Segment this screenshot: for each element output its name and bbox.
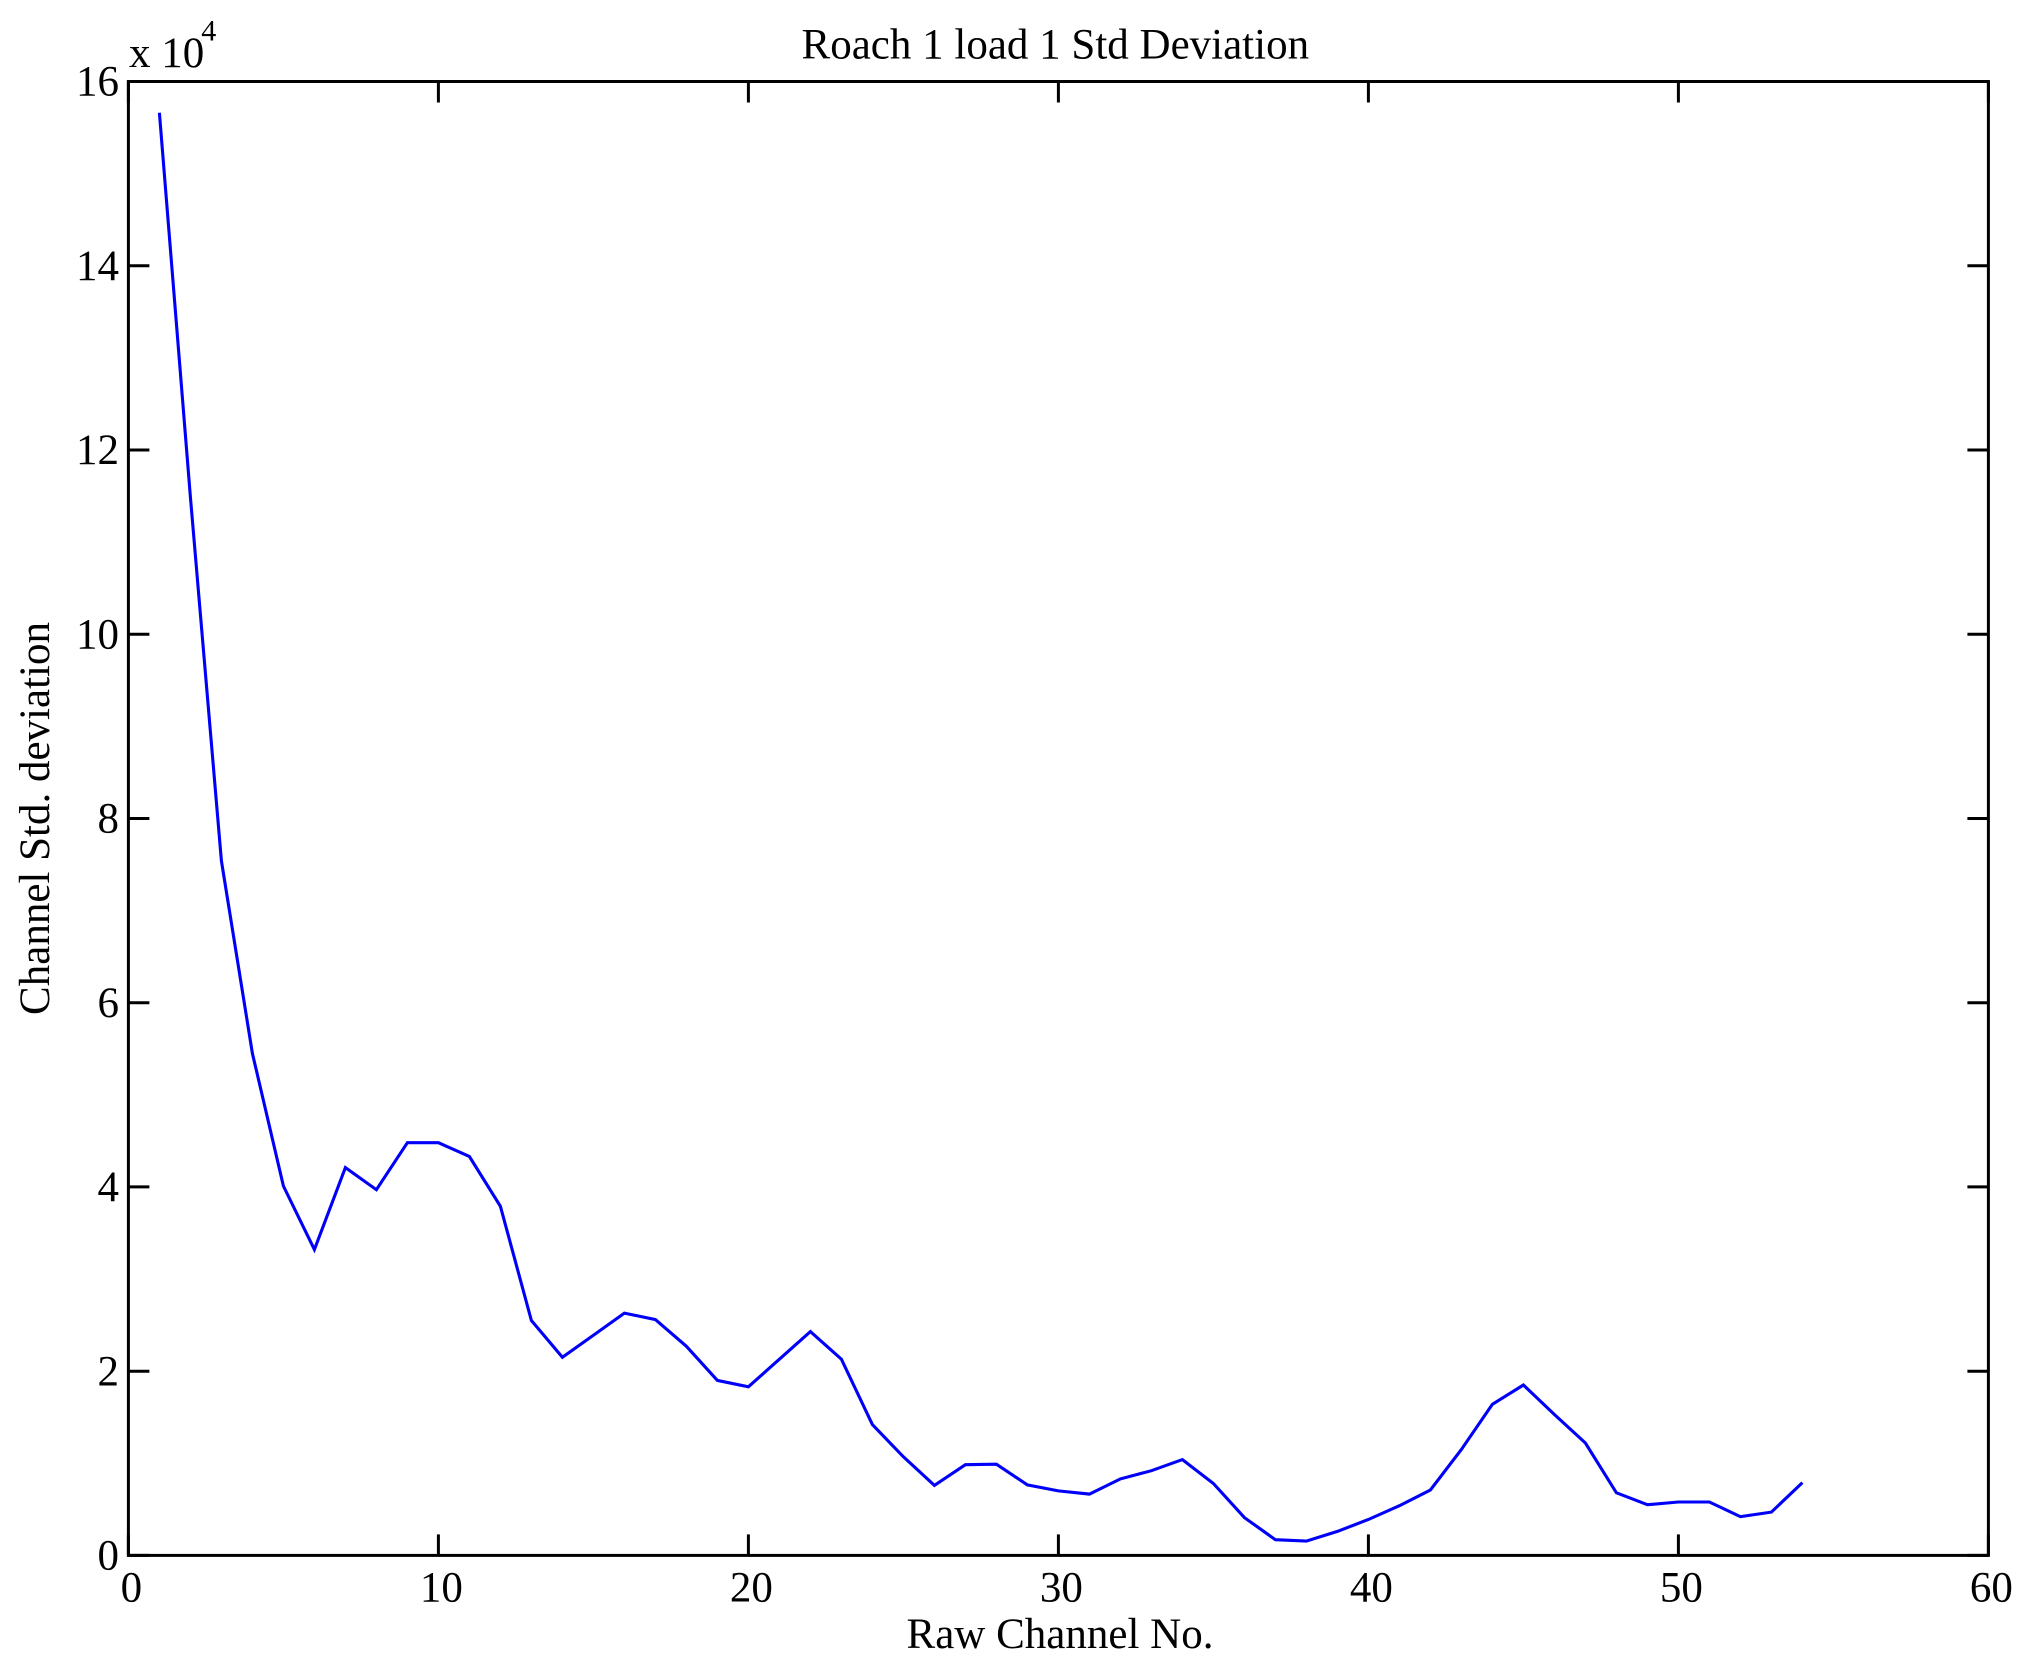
svg-text:12: 12 bbox=[76, 427, 119, 474]
svg-text:8: 8 bbox=[98, 796, 120, 843]
svg-text:0: 0 bbox=[98, 1533, 120, 1580]
svg-text:6: 6 bbox=[98, 980, 120, 1027]
svg-text:Roach 1 load 1 Std Deviation: Roach 1 load 1 Std Deviation bbox=[802, 22, 1310, 69]
svg-text:x 104: x 104 bbox=[129, 15, 216, 77]
svg-text:10: 10 bbox=[420, 1565, 463, 1612]
svg-text:30: 30 bbox=[1040, 1565, 1083, 1612]
svg-text:10: 10 bbox=[76, 611, 119, 658]
svg-text:60: 60 bbox=[1970, 1565, 2013, 1612]
svg-text:Raw Channel No.: Raw Channel No. bbox=[907, 1611, 1214, 1658]
svg-text:0: 0 bbox=[121, 1565, 143, 1612]
svg-text:50: 50 bbox=[1660, 1565, 1703, 1612]
svg-text:2: 2 bbox=[98, 1348, 120, 1395]
svg-text:16: 16 bbox=[76, 59, 119, 106]
svg-text:40: 40 bbox=[1350, 1565, 1393, 1612]
svg-text:20: 20 bbox=[730, 1565, 773, 1612]
svg-text:Channel Std. deviation: Channel Std. deviation bbox=[12, 622, 59, 1015]
svg-text:14: 14 bbox=[76, 243, 119, 290]
svg-text:4: 4 bbox=[98, 1164, 120, 1211]
